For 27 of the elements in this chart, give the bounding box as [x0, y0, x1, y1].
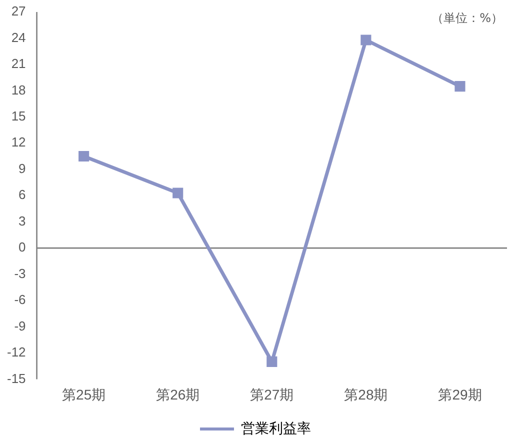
point: [78, 150, 90, 162]
y-tick-label: 27: [11, 4, 26, 19]
point: [454, 81, 466, 92]
legend-label: 営業利益率: [241, 420, 311, 436]
point: [360, 34, 372, 46]
y-tick-label: -12: [6, 344, 26, 360]
x-tick-label: 第29期: [438, 386, 482, 402]
y-tick-label: -3: [14, 266, 26, 281]
point: [266, 356, 278, 367]
y-tick-label: -9: [14, 318, 26, 334]
x-tick-label: 第28期: [344, 386, 388, 402]
y-tick-label: 9: [18, 160, 26, 176]
y-tick-label: 12: [11, 134, 26, 150]
annotation: （単位：%）: [432, 10, 503, 27]
y-tick-label: 0: [18, 240, 26, 255]
y-tick-label: 21: [11, 56, 26, 72]
y-tick-label: 15: [11, 108, 26, 124]
y-tick-label: 3: [18, 213, 26, 228]
x-tick-label: 第27期: [250, 386, 294, 402]
point: [172, 188, 184, 198]
y-tick-label: 24: [11, 30, 26, 45]
y-tick-label: -15: [6, 370, 26, 386]
x-tick-label: 第25期: [62, 386, 106, 402]
x-tick-label: 第26期: [156, 386, 200, 402]
y-tick-label: -6: [14, 292, 26, 308]
y-tick-label: 18: [11, 82, 26, 98]
y-tick-label: 6: [18, 187, 26, 202]
